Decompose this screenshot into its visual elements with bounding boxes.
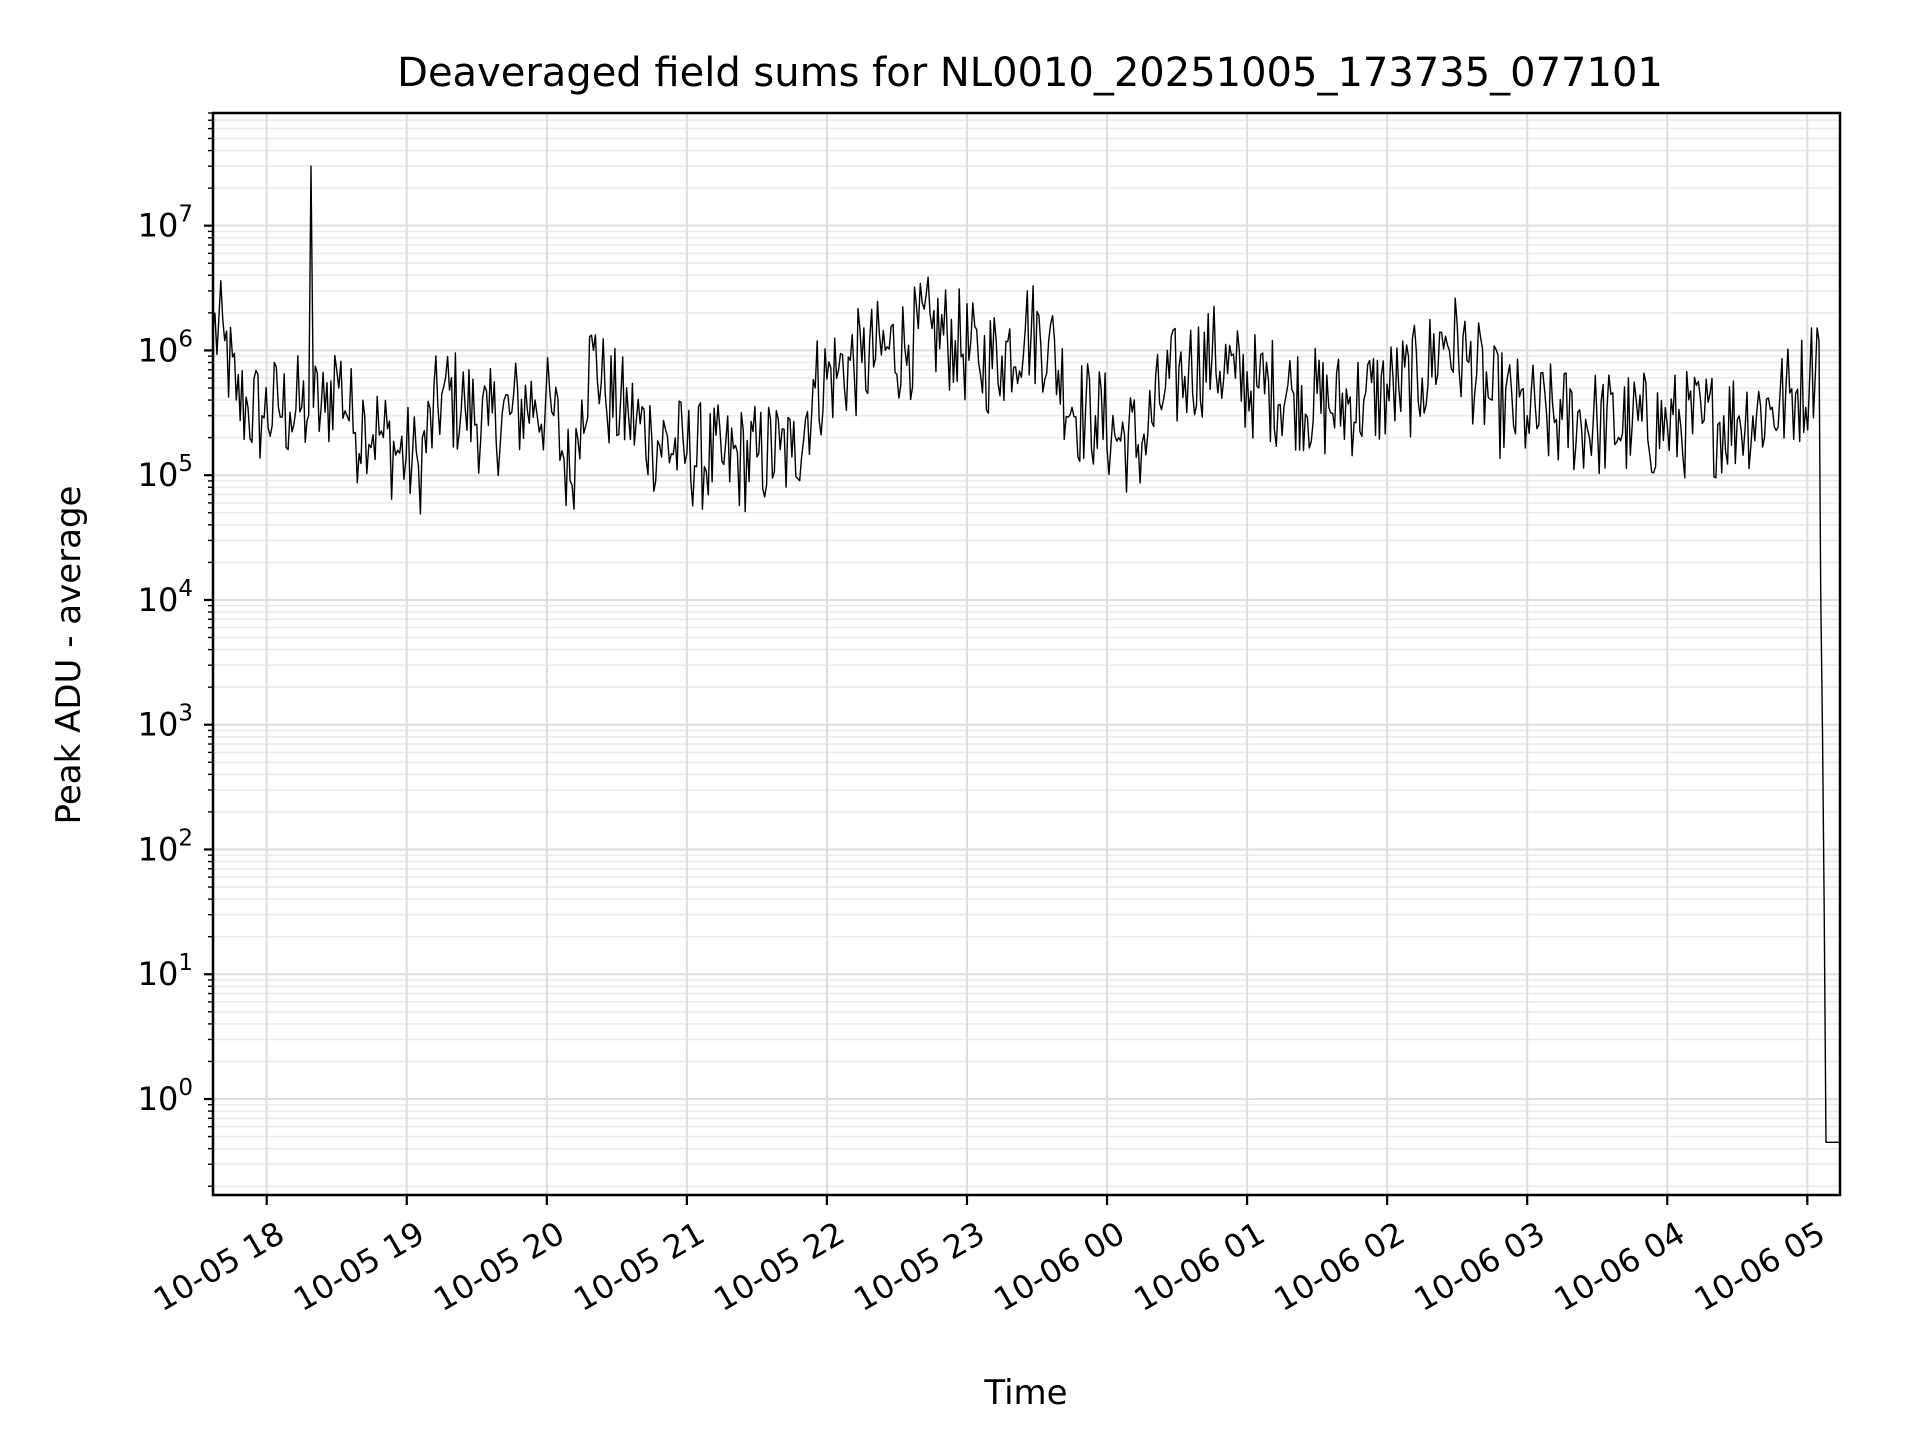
plot-frame	[211, 111, 1842, 1197]
y-tick-label: 101	[138, 950, 193, 993]
x-axis-label: Time	[983, 1373, 1067, 1413]
y-tick-label: 102	[138, 825, 193, 868]
y-tick-label: 105	[138, 451, 193, 494]
y-tick-label: 107	[138, 202, 193, 245]
series-line-0	[212, 165, 1840, 1144]
y-tick-label: 100	[138, 1075, 193, 1118]
y-tick-label: 104	[138, 576, 193, 619]
y-axis-label: Peak ADU - average	[49, 486, 89, 825]
y-tick-label: 103	[138, 701, 193, 744]
series-layer	[212, 165, 1840, 1144]
y-tick-label: 106	[138, 326, 193, 369]
chart-title: Deaveraged field sums for NL0010_2025100…	[397, 50, 1663, 96]
